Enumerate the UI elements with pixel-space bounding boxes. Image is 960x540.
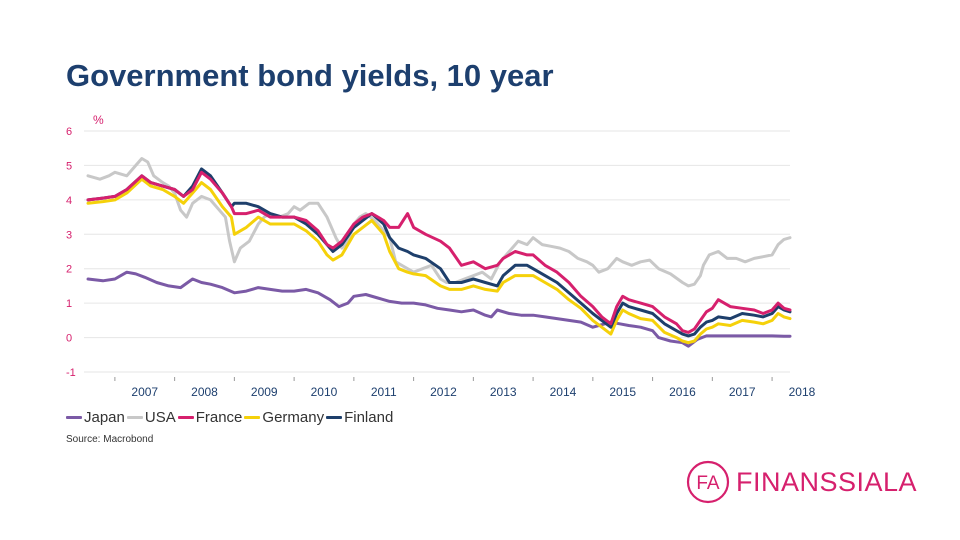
x-tick-label: 2007 (131, 385, 158, 399)
x-tick-label: 2008 (191, 385, 218, 399)
x-tick-label: 2016 (669, 385, 696, 399)
x-tick-label: 2014 (550, 385, 577, 399)
legend-item-japan: Japan (66, 409, 125, 426)
series-line-germany (86, 177, 792, 345)
grid-lines (84, 130, 790, 373)
legend-label-germany: Germany (262, 409, 325, 426)
y-tick-label: 4 (66, 195, 72, 207)
legend-label-france: France (195, 409, 243, 426)
x-axis-year-labels: 2007 2008 2009 2010 2011 2012 2013 2014 2015 2016… (114, 377, 816, 399)
legend: Japan USA France Germany Finland (66, 409, 395, 426)
slide-title: Government bond yields, 10 year (66, 58, 554, 93)
series-line-usa (86, 157, 792, 288)
legend-item-france: France (177, 409, 243, 426)
y-tick-label: 3 (66, 229, 72, 241)
legend-label-japan: Japan (84, 409, 125, 426)
y-tick-label: 0 (66, 333, 72, 345)
x-tick-label: 2009 (251, 385, 278, 399)
x-tick-label: 2010 (311, 385, 338, 399)
y-axis-unit-label: % (93, 113, 104, 127)
y-tick-label: 2 (66, 264, 72, 276)
finanssiala-logo: FA FINANSSIALA (686, 460, 917, 504)
bond-yield-chart: % 6 5 4 3 2 1 0 -1 2007 2008 2009 2010 2011 2012 2013… (66, 113, 816, 399)
x-tick-label: 2013 (490, 385, 517, 399)
source-note: Source: Macrobond (66, 434, 154, 445)
series-line-france (86, 170, 792, 334)
legend-label-usa: USA (144, 409, 176, 426)
series-lines (86, 157, 792, 348)
y-tick-label: 6 (66, 126, 72, 138)
logo-wordmark: FINANSSIALA (736, 466, 918, 497)
legend-swatch-japan (66, 416, 82, 419)
y-tick-label: 1 (66, 298, 72, 310)
x-tick-label: 2015 (609, 385, 636, 399)
legend-item-finland: Finland (326, 409, 393, 426)
legend-swatch-france (177, 416, 194, 419)
x-tick-label: 2017 (729, 385, 756, 399)
y-tick-labels: 6 5 4 3 2 1 0 -1 (66, 126, 76, 379)
y-tick-label: -1 (66, 367, 76, 379)
legend-item-germany: Germany (244, 409, 324, 426)
finanssiala-logo-mark-icon: FA (686, 460, 730, 504)
series-line-japan (86, 270, 792, 348)
legend-swatch-usa (126, 416, 143, 419)
y-tick-label: 5 (66, 160, 72, 172)
x-tick-label: 2011 (371, 385, 397, 399)
legend-swatch-finland (326, 416, 343, 419)
x-tick-label: 2012 (430, 385, 457, 399)
legend-item-usa: USA (126, 409, 176, 426)
legend-swatch-germany (244, 416, 261, 419)
legend-label-finland: Finland (344, 409, 394, 426)
logo-mark-letters: FA (696, 473, 720, 494)
x-tick-label: 2018 (789, 385, 816, 399)
